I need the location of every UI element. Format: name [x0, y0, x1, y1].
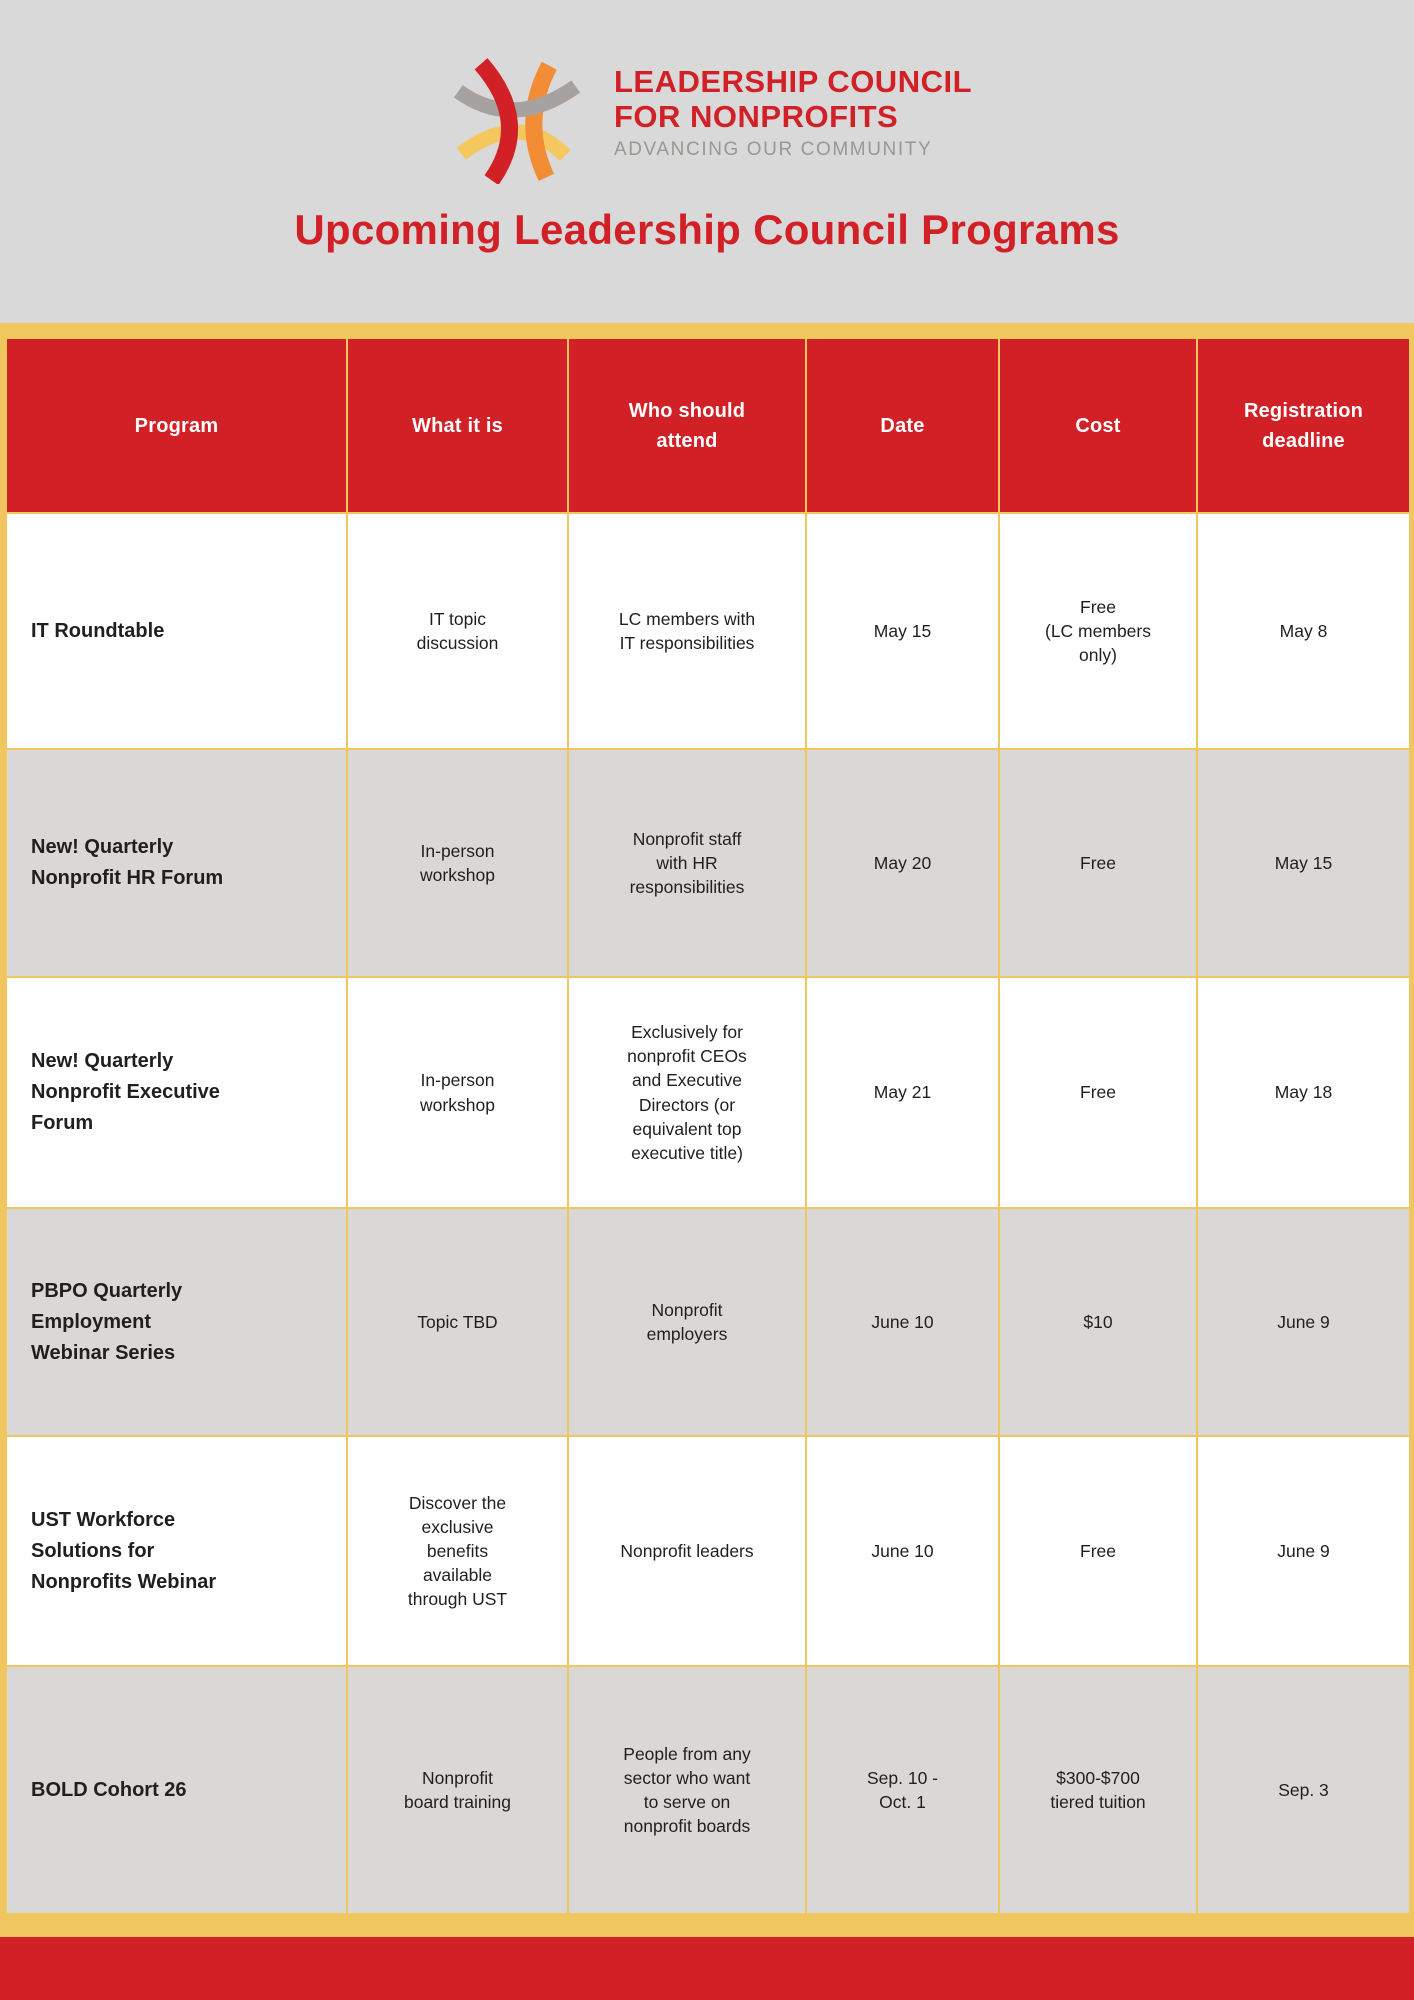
cell-date: May 15 [805, 512, 1000, 750]
table-row: New! Quarterly Nonprofit Executive Forum… [5, 976, 1411, 1209]
cell-cost: Free (LC members only) [998, 512, 1198, 750]
cell-what-it-is: Topic TBD [346, 1207, 569, 1437]
cell-registration-deadline: May 8 [1196, 512, 1411, 750]
cell-cost: Free [998, 976, 1198, 1209]
logo-name-line1: LEADERSHIP COUNCIL [613, 63, 973, 99]
footer-band [0, 1937, 1414, 2000]
table-row: PBPO Quarterly Employment Webinar Series… [5, 1207, 1411, 1437]
cell-what-it-is: In-person workshop [346, 976, 569, 1209]
table-row: IT Roundtable IT topic discussion LC mem… [5, 512, 1411, 750]
column-header-date: Date [805, 337, 1000, 514]
column-header-registration-deadline: Registration deadline [1196, 337, 1411, 514]
table-header-row: Program What it is Who should attend Dat… [5, 337, 1411, 514]
column-header-program: Program [5, 337, 348, 514]
cell-what-it-is: IT topic discussion [346, 512, 569, 750]
table-row: UST Workforce Solutions for Nonprofits W… [5, 1435, 1411, 1667]
column-header-cost: Cost [998, 337, 1198, 514]
programs-table-band: Program What it is Who should attend Dat… [0, 323, 1414, 1937]
table-body: IT Roundtable IT topic discussion LC mem… [5, 512, 1411, 1915]
cell-date: June 10 [805, 1207, 1000, 1437]
cell-date: June 10 [805, 1435, 1000, 1667]
cell-cost: Free [998, 748, 1198, 978]
cell-date: May 20 [805, 748, 1000, 978]
logo-name-line2: FOR NONPROFITS [613, 98, 899, 134]
cell-who-should-attend: LC members with IT responsibilities [567, 512, 807, 750]
page-header: LEADERSHIP COUNCIL FOR NONPROFITS ADVANC… [0, 0, 1414, 323]
cell-program: UST Workforce Solutions for Nonprofits W… [5, 1435, 348, 1667]
cell-cost: Free [998, 1435, 1198, 1667]
cell-registration-deadline: Sep. 3 [1196, 1665, 1411, 1915]
cell-date: Sep. 10 - Oct. 1 [805, 1665, 1000, 1915]
cell-cost: $10 [998, 1207, 1198, 1437]
cell-registration-deadline: June 9 [1196, 1207, 1411, 1437]
cell-what-it-is: Nonprofit board training [346, 1665, 569, 1915]
page-title: Upcoming Leadership Council Programs [294, 206, 1120, 253]
org-logo: LEADERSHIP COUNCIL FOR NONPROFITS ADVANC… [442, 42, 972, 184]
cell-registration-deadline: May 18 [1196, 976, 1411, 1209]
cell-who-should-attend: Nonprofit employers [567, 1207, 807, 1437]
table-row: BOLD Cohort 26 Nonprofit board training … [5, 1665, 1411, 1915]
logo-tagline: ADVANCING OUR COMMUNITY [613, 139, 933, 161]
cell-registration-deadline: June 9 [1196, 1435, 1411, 1667]
cell-who-should-attend: Nonprofit leaders [567, 1435, 807, 1667]
cell-what-it-is: In-person workshop [346, 748, 569, 978]
column-header-what-it-is: What it is [346, 337, 569, 514]
logo-text: LEADERSHIP COUNCIL FOR NONPROFITS ADVANC… [613, 63, 973, 161]
cell-date: May 21 [805, 976, 1000, 1209]
table-row: New! Quarterly Nonprofit HR Forum In-per… [5, 748, 1411, 978]
cell-program: IT Roundtable [5, 512, 348, 750]
cell-who-should-attend: People from any sector who want to serve… [567, 1665, 807, 1915]
cell-registration-deadline: May 15 [1196, 748, 1411, 978]
cell-program: BOLD Cohort 26 [5, 1665, 348, 1915]
cell-who-should-attend: Nonprofit staff with HR responsibilities [567, 748, 807, 978]
cell-cost: $300-$700 tiered tuition [998, 1665, 1198, 1915]
column-header-who-should-attend: Who should attend [567, 337, 807, 514]
cell-program: PBPO Quarterly Employment Webinar Series [5, 1207, 348, 1437]
cell-what-it-is: Discover the exclusive benefits availabl… [346, 1435, 569, 1667]
cell-who-should-attend: Exclusively for nonprofit CEOs and Execu… [567, 976, 807, 1209]
interlocking-ribbons-logo-icon [453, 58, 581, 184]
cell-program: New! Quarterly Nonprofit HR Forum [5, 748, 348, 978]
cell-program: New! Quarterly Nonprofit Executive Forum [5, 976, 348, 1209]
programs-table: Program What it is Who should attend Dat… [5, 337, 1411, 1915]
